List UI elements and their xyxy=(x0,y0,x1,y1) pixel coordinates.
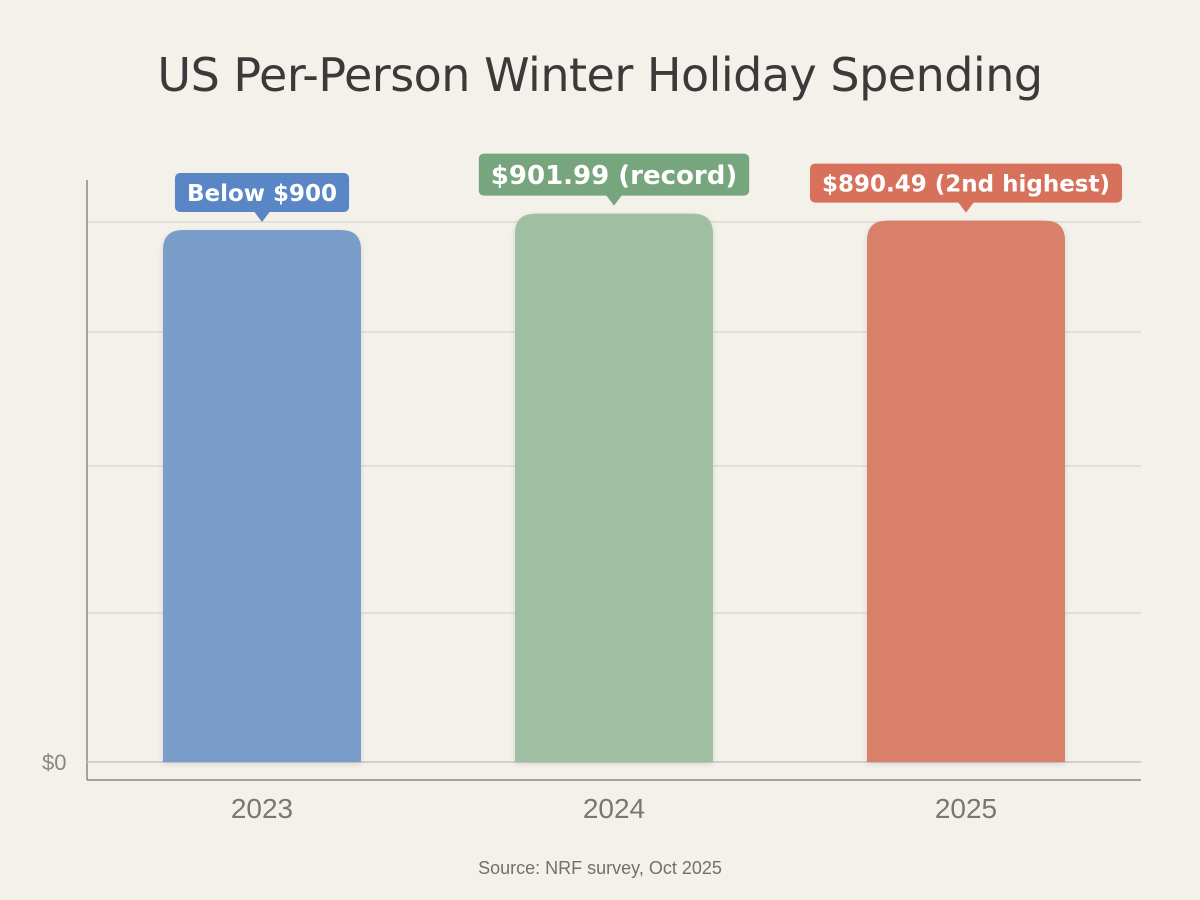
bar-2023 xyxy=(163,230,361,762)
data-label-2023: Below $900 xyxy=(187,181,337,207)
source-note: Source: NRF survey, Oct 2025 xyxy=(478,858,722,878)
data-label-box-2025 xyxy=(809,163,1123,203)
data-label-box-2023 xyxy=(174,173,350,212)
bar-2024 xyxy=(515,213,713,762)
data-label-2025: $890.49 (2nd highest) xyxy=(822,171,1110,197)
label-layer: Below $900 $901.99 (record) $890.49 (2nd h… xyxy=(174,153,1123,222)
x-tick-label-2025: 2025 xyxy=(935,793,997,824)
data-label-2024: $901.99 (record) xyxy=(491,161,737,191)
chart-title: US Per-Person Winter Holiday Spending xyxy=(157,48,1043,102)
y-tick-label: $0 xyxy=(42,750,66,775)
x-tick-label-2024: 2024 xyxy=(583,793,645,824)
bar-layer xyxy=(163,213,1065,762)
data-label-pointer-2024 xyxy=(606,195,622,206)
x-tick-label-2023: 2023 xyxy=(231,793,293,824)
bar-2025 xyxy=(867,220,1065,762)
data-label-pointer-2025 xyxy=(958,202,974,213)
data-label-pointer-2023 xyxy=(254,211,270,222)
data-label-box-2024 xyxy=(478,153,750,196)
